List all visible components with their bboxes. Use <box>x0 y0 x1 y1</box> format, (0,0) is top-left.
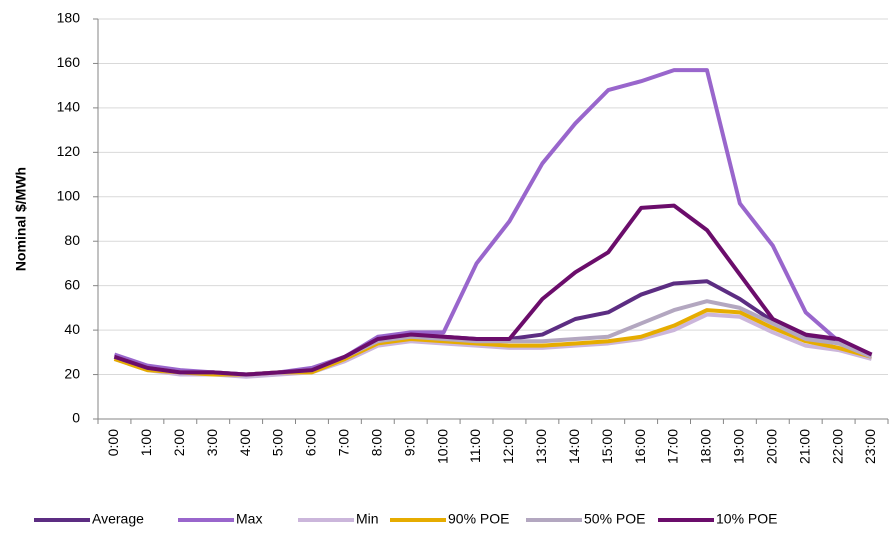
y-tick-label: 0 <box>72 410 80 426</box>
y-tick-label: 140 <box>57 99 81 115</box>
x-tick-label: 13:00 <box>533 429 549 464</box>
y-tick-label: 60 <box>64 276 80 292</box>
x-tick-label: 18:00 <box>698 429 714 464</box>
x-tick-label: 12:00 <box>500 429 516 464</box>
x-tick-label: 11:00 <box>467 429 483 463</box>
x-tick-label: 4:00 <box>237 429 253 456</box>
legend-label: 10% POE <box>716 511 777 527</box>
y-axis-label: Nominal $/MWh <box>13 167 29 271</box>
y-tick-label: 20 <box>64 365 80 381</box>
series-line <box>113 68 873 377</box>
legend-label: Max <box>236 511 262 527</box>
x-tick-label: 15:00 <box>599 429 615 464</box>
legend-label: 90% POE <box>448 511 509 527</box>
x-tick-label: 19:00 <box>731 429 747 464</box>
y-tick-label: 100 <box>57 187 81 203</box>
x-tick-label: 6:00 <box>303 429 319 456</box>
x-tick-label: 0:00 <box>105 429 121 456</box>
x-tick-label: 16:00 <box>632 429 648 464</box>
series-line <box>113 279 873 377</box>
x-tick-label: 9:00 <box>401 429 417 456</box>
x-tick-label: 5:00 <box>270 429 286 456</box>
x-tick-label: 14:00 <box>566 429 582 464</box>
legend-label: Average <box>92 511 144 527</box>
x-tick-label: 10:00 <box>434 429 450 464</box>
x-tick-label: 8:00 <box>368 429 384 456</box>
x-tick-label: 7:00 <box>336 429 352 456</box>
x-tick-label: 2:00 <box>171 429 187 456</box>
y-tick-label: 80 <box>64 232 80 248</box>
y-tick-label: 40 <box>64 321 80 337</box>
y-tick-label: 120 <box>57 143 81 159</box>
x-tick-label: 3:00 <box>204 429 220 456</box>
y-tick-label: 160 <box>57 54 81 70</box>
x-tick-label: 17:00 <box>665 429 681 464</box>
x-tick-label: 23:00 <box>862 429 878 464</box>
series-line <box>113 203 873 377</box>
x-tick-label: 1:00 <box>138 429 154 456</box>
y-tick-label: 180 <box>57 10 81 26</box>
legend-label: 50% POE <box>584 511 645 527</box>
x-tick-label: 20:00 <box>763 429 779 464</box>
x-tick-label: 21:00 <box>796 429 812 464</box>
legend-label: Min <box>356 511 379 527</box>
x-tick-label: 22:00 <box>829 429 845 464</box>
